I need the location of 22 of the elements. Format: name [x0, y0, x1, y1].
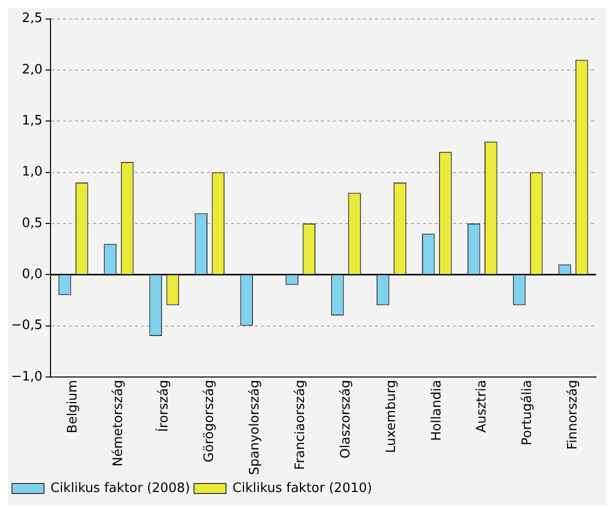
y-tick-label: −1,0 — [10, 369, 43, 384]
legend-label: Ciklikus faktor (2008) — [50, 480, 190, 496]
x-tick-label: Luxemburg — [384, 380, 399, 453]
y-tick-label: −0,5 — [10, 318, 43, 334]
y-tick-label: 1,0 — [22, 164, 43, 180]
y-tick-label: 2,0 — [22, 62, 43, 78]
y-tick-label: 1,5 — [22, 113, 43, 128]
y-tick-label: 0,0 — [22, 266, 43, 282]
legend-label: Ciklikus faktor (2010) — [232, 480, 372, 496]
x-tick-label: Írország — [154, 380, 172, 432]
x-tick-label: Spanyolország — [247, 380, 262, 476]
x-tick-label: Ausztria — [474, 380, 490, 433]
y-tick-label: 0,5 — [22, 216, 43, 231]
y-tick-label: 2,5 — [22, 11, 43, 26]
x-tick-label: Németország — [111, 380, 126, 467]
x-tick-label: Görögország — [202, 380, 218, 462]
x-tick-label: Franciaország — [292, 380, 308, 470]
x-tick-label: Portugália — [520, 380, 536, 446]
x-tick-label: Hollandia — [429, 380, 444, 441]
x-tick-label: Finnország — [566, 380, 581, 450]
x-tick-label: Olaszország — [338, 380, 354, 458]
x-tick-label: Belgium — [66, 380, 81, 434]
